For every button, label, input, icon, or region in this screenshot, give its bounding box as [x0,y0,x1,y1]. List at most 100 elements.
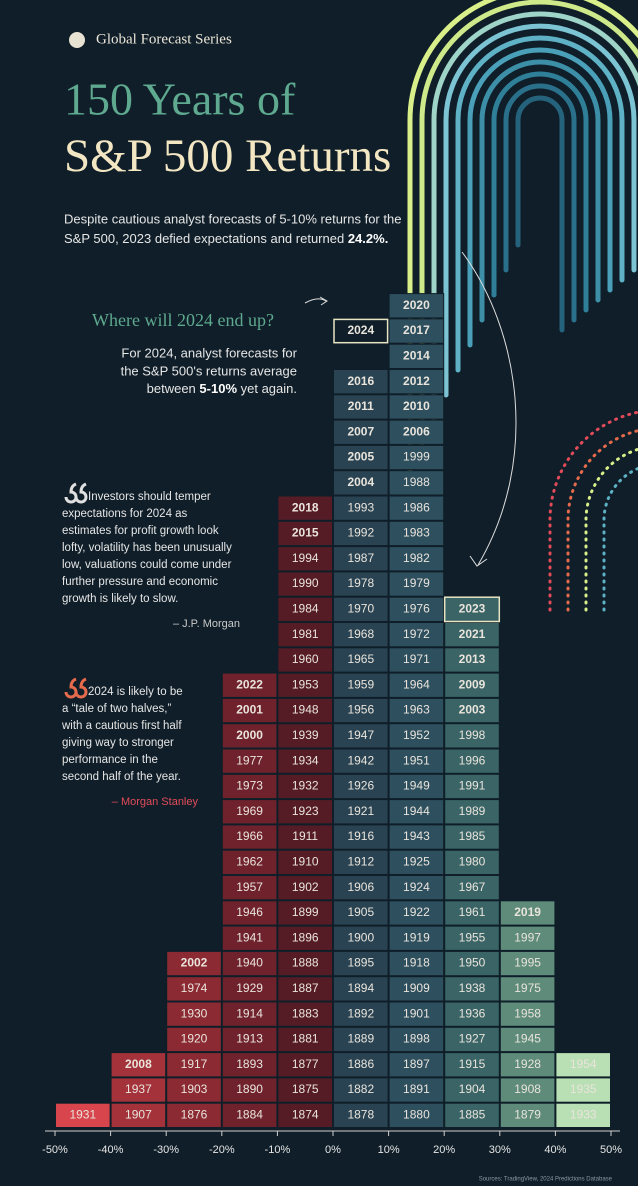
cell-label: 2013 [459,652,486,666]
arc [503,83,577,323]
cell [221,1001,278,1027]
forecast-line: the S&P 500's returns average [121,363,297,378]
cell-label: 1961 [459,905,486,919]
source-note: Sources: TradingView, 2024 Predictions D… [479,1177,613,1183]
cell [499,976,556,1002]
cell [221,723,278,749]
cell-label: 1976 [403,602,430,616]
cell-label: 1911 [292,829,318,843]
cell [444,697,500,724]
cell-label: 1885 [459,1108,486,1122]
cell-label: 1941 [236,930,263,944]
cell-label: 1989 [459,804,486,818]
cell [333,723,389,749]
cell [333,520,389,547]
cell-label: 1883 [292,1006,319,1020]
cell-label: 1983 [403,526,430,540]
cell-label: 1950 [459,956,486,970]
cell [444,900,500,926]
arc [491,71,589,313]
cell [499,900,556,926]
cell [221,824,278,850]
cell-label: 1948 [292,703,319,717]
cell [444,875,500,901]
cell [333,394,389,420]
cell-label: 1990 [292,576,319,590]
cell-label: 1966 [236,829,263,843]
cell [333,546,389,572]
quote-line: further pressure and economic [62,576,218,588]
cell [277,571,333,597]
cell [333,875,389,901]
cell [499,1026,556,1053]
quote-marks [64,482,88,699]
cell [221,925,278,951]
cell [333,571,389,597]
cell [333,1026,389,1053]
cell-label: 1938 [459,981,486,995]
cell [166,1077,222,1103]
cell-label: 1986 [403,500,430,514]
cell [499,1077,556,1103]
quote-line: growth is likely to slow. [62,593,178,605]
cell [333,444,389,471]
cell-label: 1942 [347,753,374,767]
cell [166,1026,222,1053]
cell [277,976,333,1002]
cell-label: 1902 [292,880,319,894]
cell [499,950,556,977]
cell [333,1001,389,1027]
cell [333,622,389,648]
cell-label: 2018 [292,500,319,514]
cell-label: 1888 [292,956,319,970]
forecast-label: 2024 [347,323,374,337]
x-tick-label: -50% [42,1144,68,1156]
cell [444,622,500,648]
cell-label: 1920 [181,1032,208,1046]
x-tick-label: 50% [600,1144,622,1156]
cell [388,647,445,673]
cell-label: 2003 [459,703,486,717]
cell-label: 1903 [181,1082,208,1096]
quote-line: low, valuations could come under [62,559,232,571]
title-line-2: S&P 500 Returns [64,130,391,182]
cell [221,773,278,800]
cell [388,950,445,977]
forecast-line: between 5-10% yet again. [147,381,297,396]
cell-label: 1914 [236,1006,263,1020]
decorative-arcs [407,0,638,612]
cell-label: 1910 [292,855,319,869]
cell-label: 1874 [292,1108,319,1122]
cell-label: 1972 [403,627,430,641]
cell-label: 1937 [125,1082,152,1096]
cell [221,1077,278,1103]
cell-label: 1935 [570,1082,597,1096]
cell-label: 2012 [403,374,430,388]
cell-label: 1956 [347,703,374,717]
cell [388,849,445,876]
cell-label: 1973 [236,779,263,793]
cell-label: 1977 [236,753,263,767]
x-tick-label: 0% [325,1144,341,1156]
cell-label: 2016 [347,374,374,388]
cell [555,1052,612,1078]
cell [444,672,500,698]
cell-label: 1909 [403,981,430,995]
cell [110,1077,167,1103]
quote-source: – J.P. Morgan [173,618,240,630]
cell [221,799,278,825]
cell-label: 2006 [403,424,430,438]
cell [277,1026,333,1053]
cell-label: 1968 [347,627,374,641]
arrow [461,251,517,567]
cell-label: 1970 [347,602,374,616]
cell-label: 1930 [181,1006,208,1020]
cell-label: 1987 [347,551,374,565]
cell [388,723,445,749]
cell-label: 1947 [347,728,374,742]
cell [444,950,500,977]
quote-line: 2024 is likely to be [88,686,183,698]
cell-label: 2004 [347,475,374,489]
quote-line: second half of the year. [62,771,181,783]
